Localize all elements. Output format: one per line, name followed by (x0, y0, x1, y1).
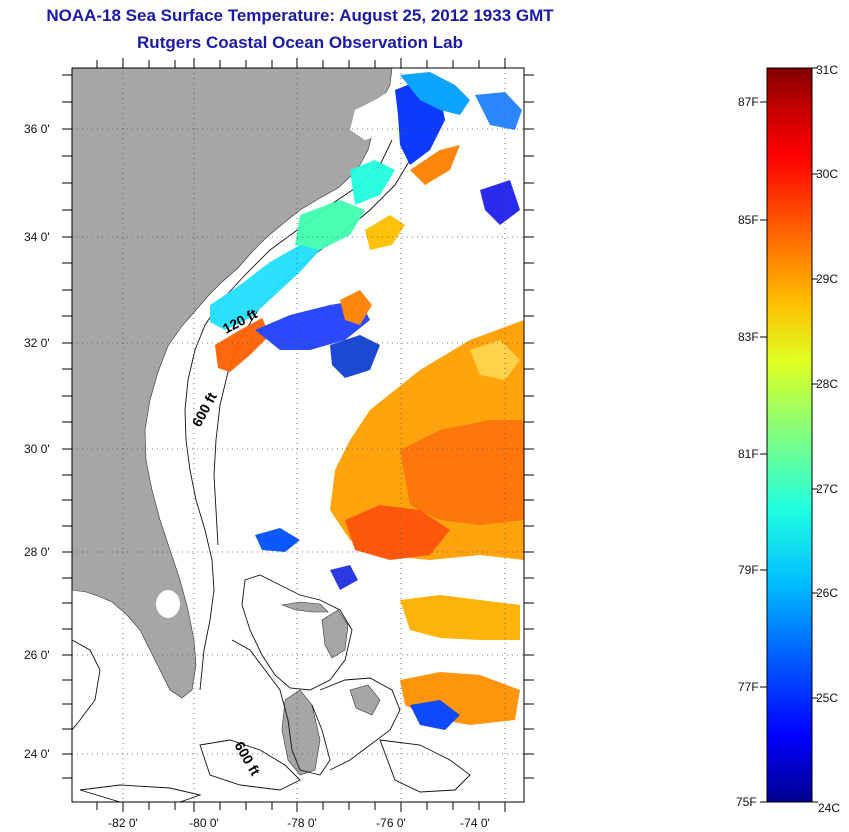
map-frame (71, 67, 525, 803)
colorbar-label-26c: 26C (816, 586, 838, 600)
sst-field (210, 72, 524, 730)
colorbar-label-25c: 25C (816, 691, 838, 705)
lake-okeechobee (156, 590, 180, 618)
colorbar-label-77f: 77F (738, 680, 759, 694)
colorbar-gradient (766, 67, 813, 803)
map-subtitle: Rutgers Coastal Ocean Observation Lab (137, 33, 463, 52)
colorbar: 87F 85F 83F 81F 79F 77F 75F 31C 30C 29C … (736, 63, 840, 815)
lon-label-76: -76 0' (376, 816, 406, 830)
lon-label-80: -80 0' (189, 816, 219, 830)
bathymetry-contours (72, 139, 471, 802)
colorbar-label-28c: 28C (816, 377, 838, 391)
frame-ticks (62, 58, 534, 812)
lat-label-34: 34 0' (24, 230, 50, 244)
lat-label-36: 36 0' (24, 122, 50, 136)
lat-label-32: 32 0' (24, 336, 50, 350)
graticule (72, 68, 524, 802)
lat-label-30: 30 0' (24, 442, 50, 456)
colorbar-label-81f: 81F (738, 447, 759, 461)
colorbar-label-79f: 79F (738, 563, 759, 577)
colorbar-label-30c: 30C (816, 167, 838, 181)
colorbar-label-83f: 83F (738, 330, 759, 344)
colorbar-label-87f: 87F (738, 95, 759, 109)
bahamas-andros (281, 689, 321, 776)
colorbar-label-85f: 85F (738, 213, 759, 227)
pamlico-sound (350, 92, 392, 140)
colorbar-label-75f: 75F (736, 795, 757, 809)
colorbar-label-29c: 29C (816, 272, 838, 286)
map-title: NOAA-18 Sea Surface Temperature: August … (46, 6, 554, 25)
map-area (72, 68, 524, 802)
lat-label-26: 26 0' (24, 648, 50, 662)
bahamas-grand-bahama (280, 601, 329, 613)
colorbar-label-31c: 31C (816, 63, 838, 77)
lat-label-28: 28 0' (24, 545, 50, 559)
bahamas-abaco (321, 609, 349, 659)
lon-label-78: -78 0' (287, 816, 317, 830)
colorbar-label-24c: 24C (818, 801, 840, 815)
lon-label-74: -74 0' (460, 816, 490, 830)
lon-label-82: -82 0' (108, 816, 138, 830)
lat-label-24: 24 0' (24, 747, 50, 761)
bahamas-eleuthera (349, 684, 381, 716)
colorbar-label-27c: 27C (816, 482, 838, 496)
